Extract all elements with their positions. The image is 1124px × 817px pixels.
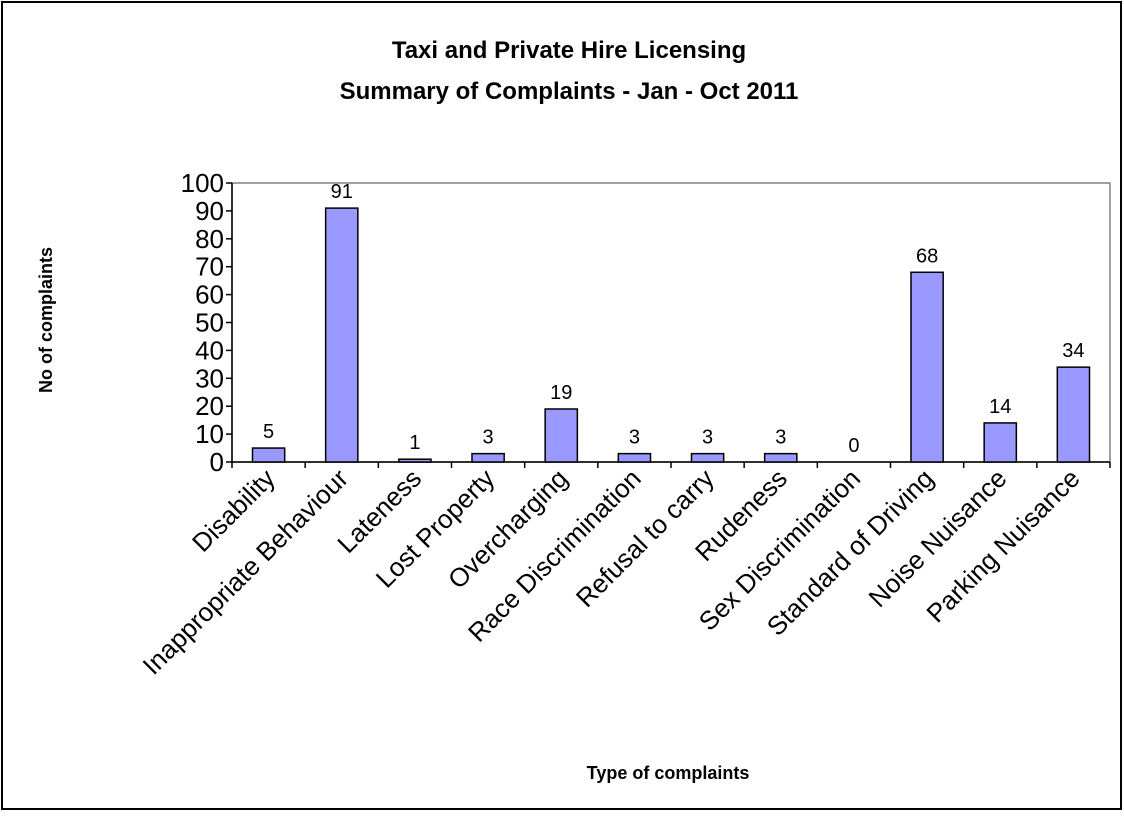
- x-axis-title: Type of complaints: [587, 763, 750, 783]
- y-tick-label: 40: [195, 335, 224, 365]
- bar: [1056, 366, 1091, 463]
- bar: [324, 207, 359, 463]
- y-tick-label: 50: [195, 308, 224, 338]
- data-label: 19: [550, 382, 572, 404]
- bar: [471, 452, 505, 463]
- bar: [690, 452, 725, 463]
- y-tick-label: 10: [195, 419, 224, 449]
- data-label: 3: [702, 427, 713, 449]
- data-label: 34: [1062, 340, 1084, 362]
- y-tick-label: 0: [210, 447, 224, 477]
- data-label: 3: [483, 427, 494, 449]
- y-tick-label: 20: [195, 391, 224, 421]
- data-label: 14: [989, 396, 1011, 418]
- chart-title: Taxi and Private Hire Licensing: [392, 37, 746, 64]
- data-label: 0: [848, 435, 859, 457]
- data-label: 5: [263, 421, 274, 443]
- y-tick-label: 60: [195, 280, 224, 310]
- data-label: 3: [629, 427, 640, 449]
- data-label: 3: [775, 427, 786, 449]
- bar: [544, 408, 579, 463]
- data-labels-group: 5 91 1 3 19 3 3 3 0 68 14 34: [263, 181, 1085, 457]
- data-label: 68: [916, 245, 938, 267]
- bar: [398, 458, 432, 463]
- y-tick-label: 30: [195, 363, 224, 393]
- y-axis-title: No of complaints: [36, 247, 56, 393]
- bar: [617, 452, 652, 463]
- bar: [251, 447, 286, 463]
- bars-group: [251, 207, 1091, 463]
- chart-subtitle: Summary of Complaints - Jan - Oct 2011: [340, 78, 799, 105]
- x-axis: [231, 461, 1111, 468]
- y-tick-label: 80: [195, 224, 224, 254]
- bar: [910, 271, 944, 463]
- y-tick-label: 100: [181, 168, 224, 198]
- y-tick-label: 70: [195, 252, 224, 282]
- bar: [763, 452, 798, 463]
- bar: [983, 422, 1018, 463]
- data-label: 91: [331, 181, 353, 203]
- y-tick-label: 90: [195, 196, 224, 226]
- data-label: 1: [409, 432, 420, 454]
- plot-area: [231, 182, 1111, 463]
